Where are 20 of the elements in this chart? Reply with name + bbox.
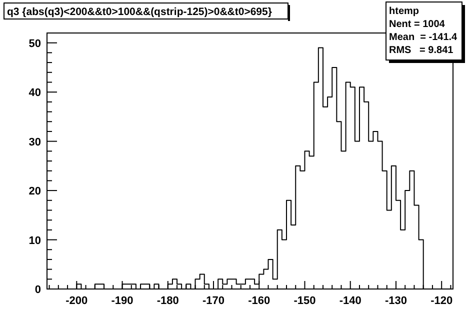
x-tick-label: -140: [339, 295, 362, 307]
x-tick-label: -160: [248, 295, 270, 307]
text: htemp: [389, 6, 419, 17]
y-tick-label: 50: [28, 38, 41, 50]
annotation: Mean = -141.4: [389, 32, 458, 43]
annotation: RMS = 9.841: [389, 45, 454, 56]
y-tick-label: 20: [28, 186, 41, 198]
y-tick-label: 40: [28, 87, 41, 100]
x-tick-label: -190: [111, 295, 134, 307]
x-tick-label: -150: [294, 295, 316, 307]
x-tick-label: -180: [156, 295, 179, 307]
chart-title: q3 {abs(q3)<200&&t0>100&&(qstrip-125)>0&&t0>695}: [7, 6, 272, 18]
x-tick-label: -200: [66, 295, 88, 307]
y-tick-label: 10: [28, 234, 41, 247]
text: Nent = 1004: [389, 19, 446, 30]
y-tick-label: 30: [28, 136, 41, 148]
x-tick-label: -170: [202, 295, 225, 307]
x-tick-label: -120: [430, 295, 453, 307]
x-tick-label: -130: [384, 295, 407, 307]
y-tick-label: 0: [34, 284, 41, 296]
